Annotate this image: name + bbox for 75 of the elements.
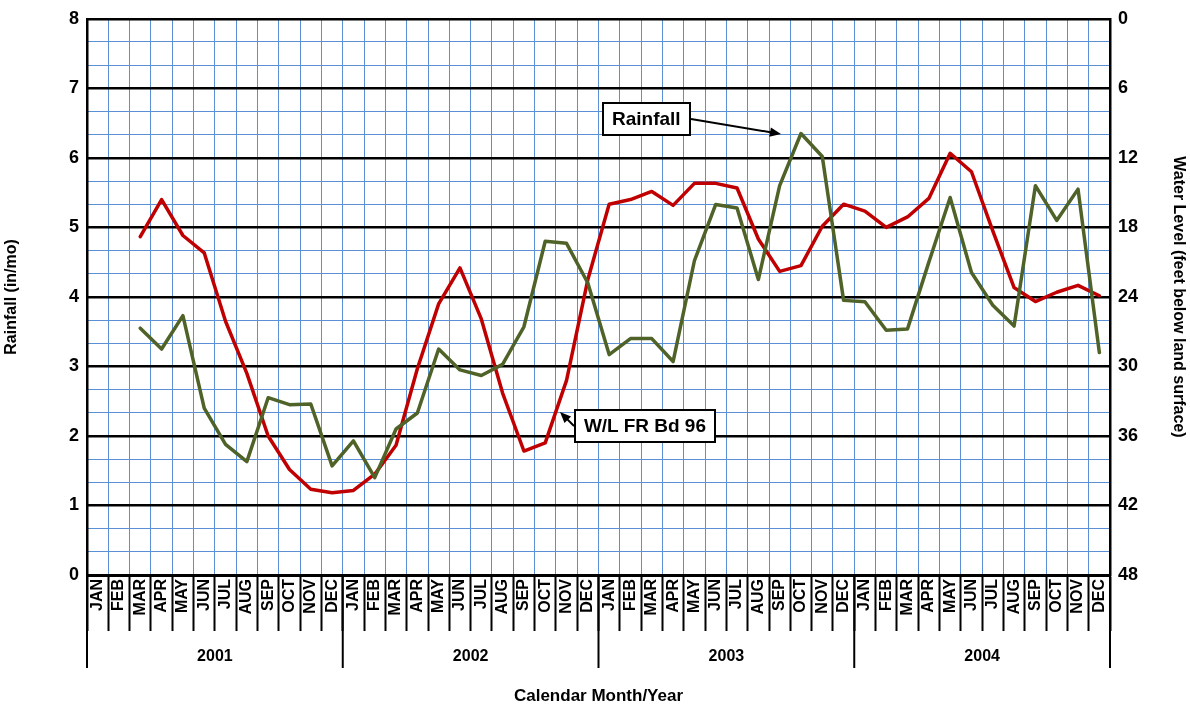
x-tick-label: JUN xyxy=(450,579,468,612)
x-tick-label: APR xyxy=(407,578,425,613)
x-tick-label: DEC xyxy=(578,578,596,613)
x-tick-label: DEC xyxy=(1089,578,1107,613)
y2-tick-label: 24 xyxy=(1118,285,1139,306)
x-axis-title: Calendar Month/Year xyxy=(513,686,684,706)
y2-tick-label: 36 xyxy=(1118,424,1139,445)
text: 2002 xyxy=(452,647,489,665)
y-tick-label: 2 xyxy=(68,424,79,445)
x-tick-label: JAN xyxy=(599,579,617,612)
x-tick-label: MAR xyxy=(897,578,915,616)
x-tick-label: SEP xyxy=(770,578,788,612)
x-tick-label: DEC xyxy=(322,578,340,613)
x-tick-label: JAN xyxy=(343,579,361,612)
x-tick-label: MAY xyxy=(429,578,447,614)
x-tick-label: JUL xyxy=(983,578,1001,610)
text: 2003 xyxy=(708,647,745,665)
y-tick-label: 8 xyxy=(68,7,79,28)
text: 2001 xyxy=(197,647,233,665)
x-tick-label: JAN xyxy=(88,579,106,612)
x-tick-label: FEB xyxy=(365,579,383,611)
x-tick-label: SEP xyxy=(258,578,276,612)
y2-tick-label: 12 xyxy=(1118,146,1139,167)
y-tick-label: 3 xyxy=(68,355,79,376)
y2-tick-label: 6 xyxy=(1118,77,1129,98)
x-tick-label: AUG xyxy=(1004,579,1022,615)
x-tick-label: OCT xyxy=(535,578,553,613)
x-tick-label: MAR xyxy=(642,578,660,616)
x-tick-label: FEB xyxy=(876,579,894,611)
text: 2004 xyxy=(964,647,1001,665)
y-axis-title: Rainfall (in/mo) xyxy=(2,239,20,355)
x-tick-label: FEB xyxy=(620,579,638,611)
x-tick-label: AUG xyxy=(237,579,255,615)
x-tick-label: MAR xyxy=(130,578,148,616)
y2-tick-label: 0 xyxy=(1118,7,1129,28)
x-tick-label: OCT xyxy=(279,578,297,613)
x-tick-label: APR xyxy=(152,578,169,613)
x-tick-label: SEP xyxy=(1025,578,1043,612)
x-tick-label: JUL xyxy=(727,578,745,610)
x-tick-label: JUN xyxy=(961,579,979,612)
x-tick-label: JUL xyxy=(215,578,233,610)
x-tick-label: DEC xyxy=(834,578,851,613)
y-tick-label: 4 xyxy=(68,285,79,306)
x-tick-label: JUN xyxy=(194,579,212,612)
x-tick-label: APR xyxy=(663,578,681,613)
x-tick-label: MAY xyxy=(173,578,191,614)
x-tick-label: OCT xyxy=(1047,578,1065,613)
x-tick-label: NOV xyxy=(812,578,830,614)
y-tick-label: 1 xyxy=(68,494,79,515)
y2-axis-title: Water Level (feet below land surface) xyxy=(1170,156,1188,438)
x-tick-label: JUL xyxy=(471,578,489,610)
y-tick-label: 7 xyxy=(68,77,79,98)
x-tick-label: OCT xyxy=(791,578,809,613)
series-label: W/L FR Bd 96 xyxy=(573,408,716,443)
y-tick-label: 0 xyxy=(68,563,79,584)
y2-tick-label: 42 xyxy=(1118,494,1139,515)
x-tick-label: AUG xyxy=(493,579,510,615)
x-tick-label: MAY xyxy=(684,578,702,614)
x-tick-label: APR xyxy=(919,578,937,613)
y-tick-label: 5 xyxy=(68,216,79,237)
x-tick-label: MAR xyxy=(386,578,404,616)
y-tick-label: 6 xyxy=(68,146,79,167)
y2-tick-label: 48 xyxy=(1118,563,1139,584)
x-tick-label: MAY xyxy=(940,578,958,614)
x-tick-label: AUG xyxy=(748,579,766,615)
text: Rainfall xyxy=(601,101,691,136)
x-tick-label: NOV xyxy=(301,578,319,614)
x-tick-label: NOV xyxy=(1068,578,1086,614)
x-tick-label: NOV xyxy=(556,578,574,614)
y2-tick-label: 18 xyxy=(1118,216,1139,237)
x-tick-label: JAN xyxy=(855,579,873,612)
x-tick-label: JUN xyxy=(706,579,724,612)
x-tick-label: SEP xyxy=(514,578,532,612)
x-tick-label: FEB xyxy=(109,579,127,611)
y2-tick-label: 30 xyxy=(1118,355,1139,376)
